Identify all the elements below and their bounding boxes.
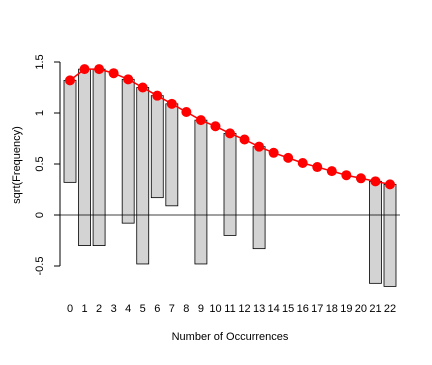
expected-point (65, 75, 75, 86)
x-tick-label: 0 (67, 303, 73, 315)
bar (136, 87, 150, 265)
expected-point (268, 147, 279, 158)
bar (121, 78, 135, 224)
bar (383, 183, 397, 287)
x-tick-label: 3 (111, 303, 117, 315)
expected-point (195, 115, 206, 126)
expected-point (239, 134, 250, 145)
bar (63, 79, 77, 183)
expected-point (123, 74, 134, 85)
x-tick-label: 5 (140, 303, 146, 315)
bar (252, 146, 266, 250)
x-tick-label: 15 (282, 303, 294, 315)
y-tick-label: -0.5 (34, 257, 46, 276)
x-tick-label: 10 (209, 303, 221, 315)
expected-point (326, 166, 337, 177)
x-tick-label: 12 (238, 303, 250, 315)
y-tick-label: 0.5 (34, 156, 46, 171)
expected-point (254, 141, 265, 152)
expected-point (312, 162, 323, 173)
expected-point (355, 173, 366, 184)
x-tick-label: 8 (183, 303, 189, 315)
x-tick-label: 14 (268, 303, 280, 315)
x-tick-label: 7 (169, 303, 175, 315)
x-tick-label: 17 (311, 303, 323, 315)
y-axis-title: sqrt(Frequency) (11, 126, 23, 204)
expected-point (137, 82, 148, 93)
bar (78, 68, 91, 247)
expected-point (370, 176, 381, 187)
x-tick-label: 13 (253, 303, 265, 315)
x-tick-label: 19 (340, 303, 352, 315)
x-tick-label: 4 (125, 303, 131, 315)
y-tick-label: 1 (34, 110, 46, 116)
expected-point (225, 128, 235, 139)
expected-point (297, 157, 308, 168)
x-tick-label: 1 (81, 303, 87, 315)
bar (150, 95, 164, 199)
bar (369, 180, 382, 284)
expected-point (166, 98, 177, 109)
expected-point (283, 152, 294, 163)
expected-point (94, 64, 105, 75)
x-tick-label: 21 (369, 303, 381, 315)
bar (223, 132, 237, 236)
y-tick-label: 1.5 (34, 54, 46, 69)
y-tick-label: 0 (34, 212, 46, 218)
expected-point (385, 179, 395, 190)
x-tick-label: 22 (384, 303, 396, 315)
x-tick-label: 20 (355, 303, 367, 315)
x-tick-label: 2 (96, 303, 102, 315)
expected-point (152, 90, 163, 101)
x-tick-label: 18 (326, 303, 338, 315)
x-axis-title: Number of Occurrences (172, 331, 289, 343)
expected-point (181, 106, 192, 117)
expected-point (79, 64, 90, 75)
bar (165, 103, 179, 207)
x-tick-label: 6 (154, 303, 160, 315)
expected-point (108, 68, 119, 79)
bar (92, 68, 106, 247)
expected-point (341, 170, 352, 181)
bar (194, 119, 208, 265)
x-tick-label: 16 (297, 303, 309, 315)
x-tick-label: 11 (224, 303, 235, 315)
expected-point (210, 121, 221, 132)
x-tick-label: 9 (198, 303, 204, 315)
